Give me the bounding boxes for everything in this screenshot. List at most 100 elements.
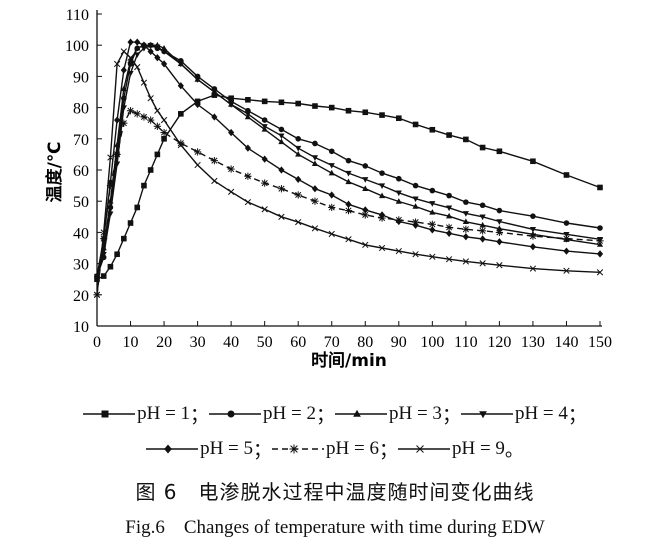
data-point — [114, 116, 121, 124]
data-point — [462, 233, 469, 241]
data-point — [446, 132, 452, 138]
data-point — [100, 229, 107, 236]
x-tick-label: 120 — [487, 334, 511, 351]
data-point — [412, 196, 419, 203]
data-point — [362, 241, 369, 249]
y-tick-label: 60 — [73, 163, 89, 180]
series-line — [96, 44, 601, 277]
data-point — [311, 155, 319, 161]
data-point — [362, 177, 369, 183]
x-tick-label: 70 — [324, 334, 340, 351]
data-point — [563, 267, 570, 274]
data-point — [227, 165, 235, 173]
data-point — [107, 263, 114, 270]
data-point — [478, 227, 487, 235]
data-point — [395, 216, 403, 224]
data-point — [412, 203, 419, 209]
data-point — [100, 273, 107, 279]
series-line — [96, 44, 601, 277]
data-point — [134, 38, 141, 46]
legend-separator: ； — [567, 405, 587, 426]
data-point — [147, 47, 154, 56]
legend-marker — [416, 444, 424, 453]
data-point — [479, 235, 486, 243]
y-tick-label: 80 — [73, 101, 89, 118]
data-point — [479, 221, 486, 228]
x-tick-label: 100 — [420, 334, 444, 351]
data-point — [261, 155, 268, 163]
data-point — [529, 227, 537, 233]
data-point — [244, 144, 251, 152]
data-point — [114, 251, 120, 258]
data-point — [295, 151, 302, 157]
legend-item-ph-3: pH = 3； — [335, 400, 461, 427]
data-point — [261, 124, 268, 130]
y-tick-label: 70 — [73, 132, 89, 149]
data-point — [362, 185, 369, 191]
data-point — [160, 128, 168, 137]
data-point — [345, 157, 352, 164]
data-point — [312, 140, 318, 147]
legend-marker — [353, 409, 361, 417]
data-point — [345, 107, 352, 114]
data-point — [563, 232, 570, 238]
data-point — [396, 175, 402, 182]
data-point — [120, 48, 127, 55]
data-point — [278, 126, 285, 133]
data-point — [362, 163, 369, 169]
data-point — [396, 115, 402, 122]
data-point — [134, 44, 141, 51]
legend-marker — [289, 443, 299, 454]
data-point — [463, 136, 469, 143]
data-point — [411, 218, 420, 226]
data-point — [277, 185, 286, 193]
data-point — [378, 244, 386, 252]
legend-separator: 。 — [504, 440, 524, 461]
data-point — [462, 218, 469, 225]
legend-marker — [101, 410, 109, 417]
data-point — [530, 213, 536, 219]
data-point — [596, 269, 604, 276]
data-point — [227, 188, 235, 195]
data-point — [295, 136, 302, 142]
data-point — [328, 203, 336, 212]
data-point — [311, 225, 319, 232]
data-point — [177, 61, 184, 68]
x-tick-label: 130 — [521, 334, 545, 351]
data-point — [134, 204, 141, 211]
data-point — [160, 116, 168, 124]
data-point — [446, 192, 452, 199]
data-point — [395, 247, 402, 255]
data-point — [160, 49, 168, 55]
data-point — [445, 223, 453, 232]
axes: 0 10 20 30 40 50 60 70 80 90 100 110 120 130 140 150102… — [65, 7, 612, 351]
y-tick-label: 90 — [73, 69, 89, 86]
data-point — [120, 85, 127, 92]
data-point — [479, 202, 486, 209]
data-point — [479, 214, 486, 221]
data-point — [328, 104, 335, 111]
data-point — [294, 191, 302, 199]
data-point — [278, 99, 285, 106]
data-point — [362, 206, 369, 214]
y-tick-label: 40 — [73, 225, 89, 242]
legend-label: pH = 1 — [137, 402, 191, 424]
data-point — [120, 105, 127, 111]
data-point — [563, 247, 570, 255]
data-point — [127, 38, 134, 46]
legend-item-ph-1: pH = 1； — [83, 400, 209, 427]
data-point — [529, 232, 537, 240]
legend-separator: ； — [315, 405, 335, 426]
data-point — [160, 44, 168, 51]
legend-label: pH = 6 — [326, 437, 379, 459]
data-point — [496, 225, 503, 231]
y-tick-label: 100 — [65, 38, 89, 55]
y-tick-label: 10 — [73, 319, 89, 336]
data-point — [127, 57, 134, 64]
legend-label: pH = 9 — [451, 437, 505, 459]
data-point — [107, 211, 114, 218]
y-tick-label: 110 — [66, 7, 89, 24]
data-point — [211, 113, 218, 121]
data-point — [278, 133, 285, 140]
data-point — [278, 213, 285, 220]
